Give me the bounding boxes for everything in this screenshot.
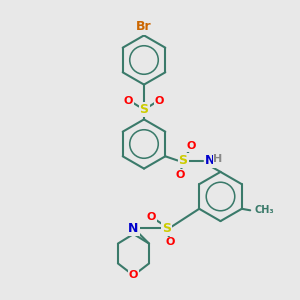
Text: S: S [162, 221, 171, 235]
Text: O: O [147, 212, 156, 222]
Text: O: O [175, 170, 185, 180]
Text: N: N [128, 221, 139, 235]
Text: O: O [124, 96, 133, 106]
Text: S: S [140, 103, 148, 116]
Text: S: S [178, 154, 188, 167]
Text: O: O [165, 237, 175, 248]
Text: O: O [155, 96, 164, 106]
Text: O: O [187, 141, 196, 151]
Text: CH₃: CH₃ [254, 205, 274, 215]
Text: O: O [129, 270, 138, 280]
Text: N: N [205, 154, 215, 167]
Text: H: H [213, 154, 222, 164]
Text: Br: Br [136, 20, 152, 34]
